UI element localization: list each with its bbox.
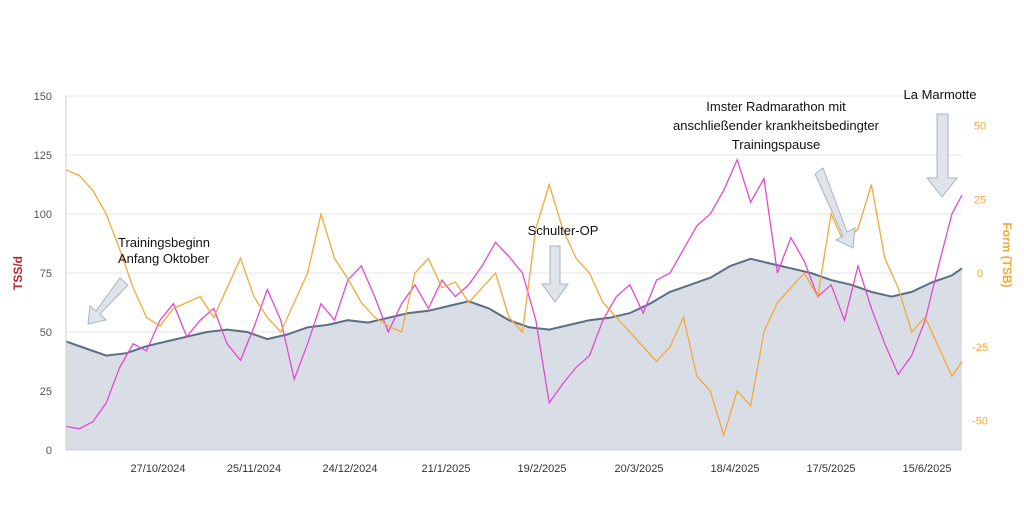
y-tick-left: 150 xyxy=(34,91,52,103)
annotation-text: Anfang Oktober xyxy=(118,251,210,266)
x-tick: 15/6/2025 xyxy=(903,463,952,475)
y-ticks-left: 0 25 50 75 100 125 150 xyxy=(34,91,52,457)
y-tick-left: 75 xyxy=(40,268,52,280)
y-tick-right: -50 xyxy=(972,416,988,428)
annotation-arrow xyxy=(87,277,129,325)
annotation-arrow xyxy=(925,113,959,198)
annotation-text: Trainingspause xyxy=(732,137,820,152)
load-line xyxy=(65,157,963,430)
annotation-arrows xyxy=(87,113,959,325)
annotation-arrow xyxy=(541,245,569,303)
y-tick-right: 25 xyxy=(974,194,986,206)
annotation-text: anschließender krankheitsbedingter xyxy=(673,118,880,133)
y-tick-right: -25 xyxy=(972,342,988,354)
y-tick-left: 125 xyxy=(34,150,52,162)
fitness-area xyxy=(66,258,962,450)
y-tick-left: 50 xyxy=(40,327,52,339)
y-tick-right: 0 xyxy=(977,268,983,280)
annotation-arrow xyxy=(814,167,856,249)
y-tick-right: 50 xyxy=(974,121,986,133)
y-axis-label-left: TSS/d xyxy=(11,256,25,290)
x-tick: 25/11/2024 xyxy=(227,463,281,475)
x-ticks: 27/10/2024 25/11/2024 24/12/2024 21/1/2025 1… xyxy=(130,463,951,475)
y-tick-left: 100 xyxy=(34,209,52,221)
annotation-text: Trainingsbeginn xyxy=(118,235,210,250)
x-tick: 24/12/2024 xyxy=(322,463,377,475)
y-tick-left: 25 xyxy=(40,386,52,398)
x-tick: 21/1/2025 xyxy=(422,463,471,475)
x-tick: 19/2/2025 xyxy=(518,463,567,475)
y-axis-label-right: Form (TSB) xyxy=(1000,222,1014,287)
annotation-text: La Marmotte xyxy=(904,87,977,102)
annotation-text: Imster Radmarathon mit xyxy=(706,99,846,114)
form-line xyxy=(65,169,963,438)
x-tick: 20/3/2025 xyxy=(615,463,664,475)
annotation-text: Schulter-OP xyxy=(528,223,599,238)
x-tick: 17/5/2025 xyxy=(807,463,856,475)
y-ticks-right: -50 -25 0 25 50 xyxy=(972,121,988,428)
x-tick: 27/10/2024 xyxy=(130,463,185,475)
y-tick-left: 0 xyxy=(46,445,52,457)
x-tick: 18/4/2025 xyxy=(711,463,760,475)
